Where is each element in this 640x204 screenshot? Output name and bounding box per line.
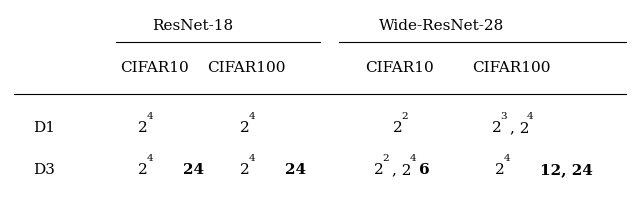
Text: 2: 2 [394, 121, 403, 135]
Text: 2: 2 [492, 121, 502, 135]
Text: 2: 2 [495, 163, 505, 177]
Text: 2: 2 [138, 163, 148, 177]
Text: 4: 4 [147, 154, 154, 163]
Text: ResNet-18: ResNet-18 [152, 19, 233, 32]
Text: 4: 4 [504, 154, 510, 163]
Text: D3: D3 [33, 163, 55, 177]
Text: 4: 4 [248, 112, 255, 121]
Text: 3: 3 [500, 112, 507, 121]
Text: CIFAR100: CIFAR100 [207, 61, 286, 75]
Text: 24: 24 [183, 163, 204, 177]
Text: 4: 4 [248, 154, 255, 163]
Text: 4: 4 [147, 112, 154, 121]
Text: 2: 2 [241, 163, 250, 177]
Text: 2: 2 [374, 163, 384, 177]
Text: D1: D1 [33, 121, 55, 135]
Text: 24: 24 [285, 163, 306, 177]
Text: 12, 24: 12, 24 [540, 163, 593, 177]
Text: 2: 2 [401, 112, 408, 121]
Text: CIFAR10: CIFAR10 [120, 61, 189, 75]
Text: , 2: , 2 [510, 121, 529, 135]
Text: Wide-ResNet-28: Wide-ResNet-28 [378, 19, 504, 32]
Text: 4: 4 [527, 112, 534, 121]
Text: 2: 2 [383, 154, 389, 163]
Text: 2: 2 [241, 121, 250, 135]
Text: 2: 2 [138, 121, 148, 135]
Text: CIFAR10: CIFAR10 [365, 61, 434, 75]
Text: 4: 4 [409, 154, 416, 163]
Text: , 2: , 2 [392, 163, 412, 177]
Text: 6: 6 [419, 163, 429, 177]
Text: CIFAR100: CIFAR100 [472, 61, 550, 75]
